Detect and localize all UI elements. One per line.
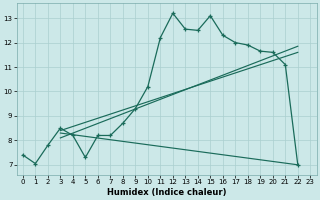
X-axis label: Humidex (Indice chaleur): Humidex (Indice chaleur)	[107, 188, 226, 197]
